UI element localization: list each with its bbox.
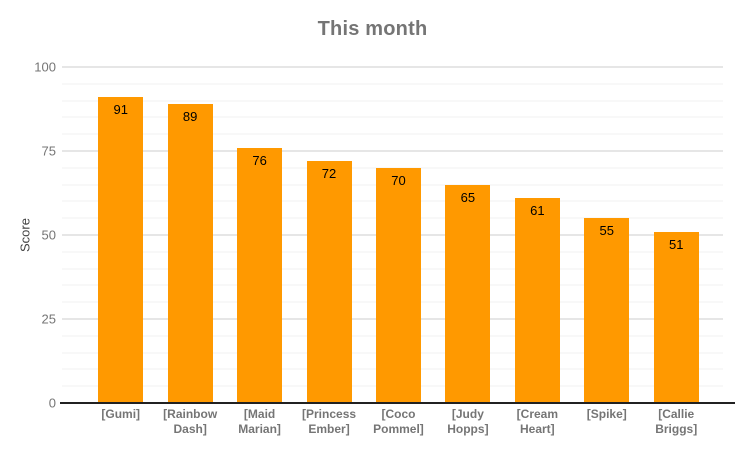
minor-gridline <box>62 100 723 102</box>
y-axis-tick-labels: 0 25 50 75 100 <box>0 60 56 411</box>
bar-slot: 51 <box>642 67 711 403</box>
bar-value-label: 76 <box>252 152 267 168</box>
bar-value-label: 72 <box>321 166 337 182</box>
x-category-label: [Rainbow Dash] <box>163 407 218 436</box>
minor-gridline <box>62 83 723 85</box>
x-category-label: [Cream Heart] <box>516 407 559 436</box>
bar-0[interactable]: 91 <box>98 97 144 403</box>
bar-4[interactable]: 70 <box>375 167 421 403</box>
x-category-label: [Judy Hopps] <box>447 407 489 436</box>
bar-slot: 76 <box>225 67 294 403</box>
bar-5[interactable]: 65 <box>445 184 491 403</box>
bar-6[interactable]: 61 <box>514 198 560 403</box>
bar-value-label: 51 <box>668 236 684 252</box>
x-axis-baseline <box>60 402 735 404</box>
bar-value-label: 61 <box>530 203 545 219</box>
bar-value-label: 65 <box>460 189 476 205</box>
x-category-label: [Princess Ember] <box>302 407 357 436</box>
major-gridline <box>62 66 723 68</box>
x-category-label: [Gumi] <box>101 407 141 421</box>
x-category-label: [Coco Pommel] <box>373 407 424 436</box>
bar-8[interactable]: 51 <box>653 231 699 403</box>
bar-slot: 65 <box>433 67 502 403</box>
bar-slot: 72 <box>294 67 363 403</box>
bars-area: 91 89 76 72 70 65 61 55 51 <box>86 67 711 403</box>
bar-value-label: 70 <box>391 172 406 188</box>
y-tick-label: 0 <box>48 395 56 411</box>
bar-1[interactable]: 89 <box>167 103 213 403</box>
major-gridline <box>62 150 723 152</box>
bar-value-label: 89 <box>182 108 198 124</box>
minor-gridline <box>62 116 723 118</box>
bar-slot: 89 <box>155 67 224 403</box>
y-tick-label: 50 <box>41 227 56 243</box>
minor-gridline <box>62 133 723 135</box>
y-tick-label: 100 <box>34 59 56 75</box>
y-tick-label: 75 <box>41 143 56 159</box>
bar-slot: 61 <box>503 67 572 403</box>
bar-value-label: 55 <box>599 223 615 239</box>
x-axis-category-labels: [Gumi] [Rainbow Dash] [Maid Marian] [Prince… <box>86 407 711 437</box>
bar-7[interactable]: 55 <box>584 218 630 403</box>
bar-value-label: 91 <box>113 102 128 118</box>
x-category-label: [Maid Marian] <box>238 407 281 436</box>
x-category-label: [Spike] <box>586 407 627 421</box>
x-category-label: [Callie Briggs] <box>655 407 698 436</box>
bar-slot: 70 <box>364 67 433 403</box>
y-tick-label: 25 <box>41 311 56 327</box>
chart-title: This month <box>317 18 428 40</box>
bar-3[interactable]: 72 <box>306 161 352 403</box>
bar-slot: 91 <box>86 67 155 403</box>
bar-2[interactable]: 76 <box>237 147 283 403</box>
bar-slot: 55 <box>572 67 641 403</box>
